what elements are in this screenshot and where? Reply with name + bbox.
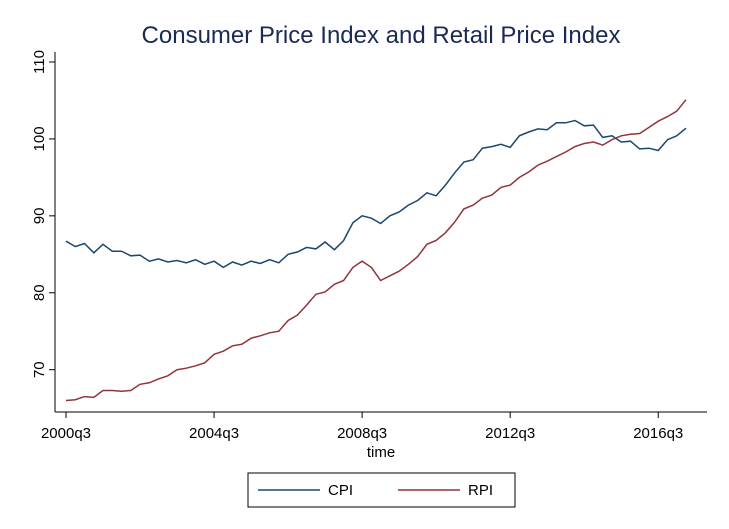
x-axis-label: time [367,444,395,461]
line-series [65,119,687,269]
y-tick-label: 100 [31,126,48,151]
y-tick-label: 90 [31,208,48,225]
legend-label: RPI [468,482,493,499]
x-tick-label: 2008q3 [337,425,387,442]
x-tick-label: 2016q3 [633,425,683,442]
x-tick-label: 2000q3 [41,425,91,442]
y-tick-label: 110 [31,50,48,74]
x-tick-label: 2004q3 [189,425,239,442]
line-series [65,99,687,402]
chart-title: Consumer Price Index and Retail Price In… [142,22,621,49]
legend-label: CPI [328,482,353,499]
y-tick-label: 70 [31,361,48,378]
y-tick-label: 80 [31,284,48,301]
x-tick-label: 2012q3 [485,425,535,442]
